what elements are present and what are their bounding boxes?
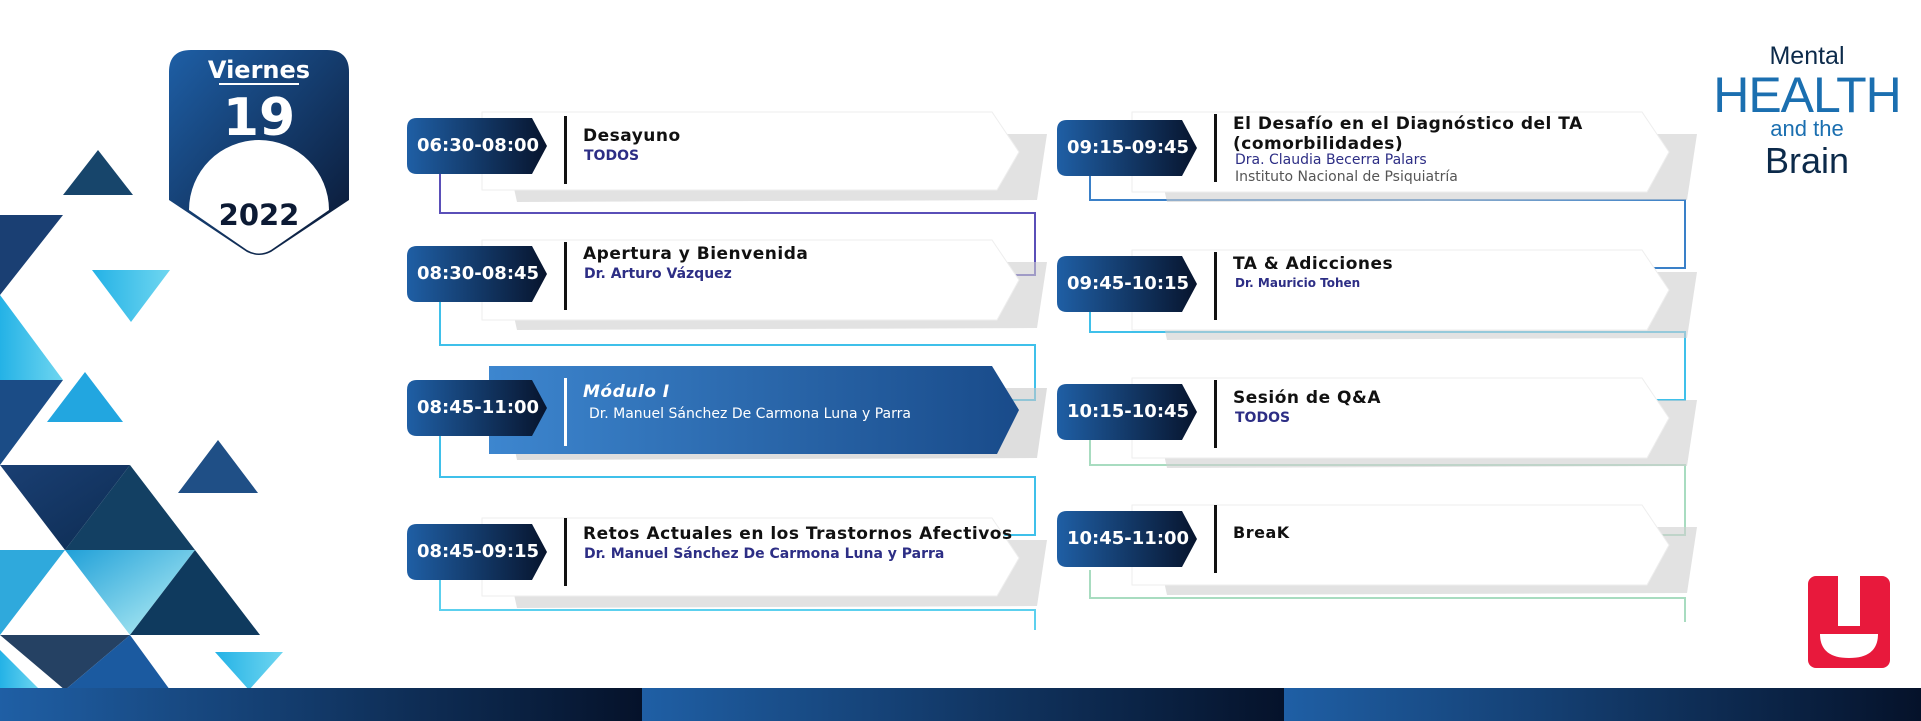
footer-bar (0, 688, 1921, 721)
time-label: 10:45-11:00 (1067, 528, 1190, 549)
card-shape (1057, 377, 1697, 468)
schedule-item-desafio: 09:15-09:45 El Desafío en el Diagnóstico… (1057, 111, 1697, 202)
card-shape (1057, 249, 1697, 340)
divider (1214, 380, 1217, 448)
schedule-item-modulo: 08:45-11:00 Módulo I Dr. Manuel Sánchez … (407, 366, 1047, 460)
divider (1214, 505, 1217, 573)
schedule-item-break: 10:45-11:00 BreaK (1057, 504, 1697, 595)
date-month: agosto (219, 148, 299, 172)
session-speaker: Dr. Arturo Vázquez (584, 266, 732, 282)
schedule-item-desayuno: 06:30-08:00 Desayuno TODOS (407, 111, 1047, 202)
session-title: Apertura y Bienvenida (583, 244, 809, 264)
session-speaker: TODOS (584, 148, 640, 164)
session-speaker: Dr. Mauricio Tohen (1235, 276, 1361, 290)
session-title: TA & Adicciones (1233, 254, 1394, 274)
date-year: 2022 (218, 198, 300, 232)
session-speaker: TODOS (1235, 410, 1291, 426)
session-title: BreaK (1233, 523, 1290, 542)
divider (564, 116, 567, 184)
time-label: 06:30-08:00 (417, 135, 540, 156)
date-badge: Viernes 19 agosto 2022 (169, 50, 349, 255)
brand-logo-icon (1808, 576, 1890, 668)
logo-and-the: and the (1770, 116, 1844, 141)
card-shape (1057, 504, 1697, 595)
time-label: 09:45-10:15 (1067, 273, 1190, 294)
card-shape (407, 111, 1047, 202)
divider (1214, 252, 1217, 320)
session-title: Retos Actuales en los Trastornos Afectiv… (583, 524, 1013, 544)
card-shape (407, 239, 1047, 330)
card-shape (407, 517, 1047, 608)
schedule-item-qa: 10:15-10:45 Sesión de Q&A TODOS (1057, 377, 1697, 468)
schedule-item-adicciones: 09:45-10:15 TA & Adicciones Dr. Mauricio… (1057, 249, 1697, 340)
session-title: El Desafío en el Diagnóstico del TA (1233, 114, 1583, 134)
date-badge-shape (169, 50, 349, 255)
divider (564, 378, 567, 446)
session-institution: Instituto Nacional de Psiquiatría (1235, 169, 1458, 185)
logo-mental: Mental (1769, 42, 1845, 70)
triangle-pattern (0, 150, 283, 690)
session-title-line2: (comorbilidades) (1233, 134, 1404, 154)
session-speaker: Dr. Manuel Sánchez De Carmona Luna y Par… (589, 406, 911, 422)
time-label: 10:15-10:45 (1067, 401, 1190, 422)
time-label: 08:30-08:45 (417, 263, 540, 284)
logo-brain: Brain (1764, 140, 1850, 181)
time-label: 08:45-09:15 (417, 541, 540, 562)
date-number: 19 (222, 88, 296, 148)
divider (564, 518, 567, 586)
card-shape (407, 366, 1047, 460)
divider (564, 242, 567, 310)
time-label: 08:45-11:00 (417, 397, 540, 418)
time-label: 09:15-09:45 (1067, 137, 1190, 158)
session-speaker: Dr. Manuel Sánchez De Carmona Luna y Par… (584, 546, 945, 562)
session-title: Módulo I (583, 382, 670, 402)
session-title: Desayuno (583, 126, 681, 146)
schedule-item-retos: 08:45-09:15 Retos Actuales en los Trasto… (407, 517, 1047, 608)
divider (1214, 114, 1217, 182)
session-title: Sesión de Q&A (1233, 388, 1381, 408)
date-weekday: Viernes (207, 56, 311, 84)
session-speaker: Dra. Claudia Becerra Palars (1235, 152, 1427, 168)
card-shape (1057, 111, 1697, 202)
logo-health: HEALTH (1713, 67, 1902, 123)
schedule-item-apertura: 08:30-08:45 Apertura y Bienvenida Dr. Ar… (407, 239, 1047, 330)
